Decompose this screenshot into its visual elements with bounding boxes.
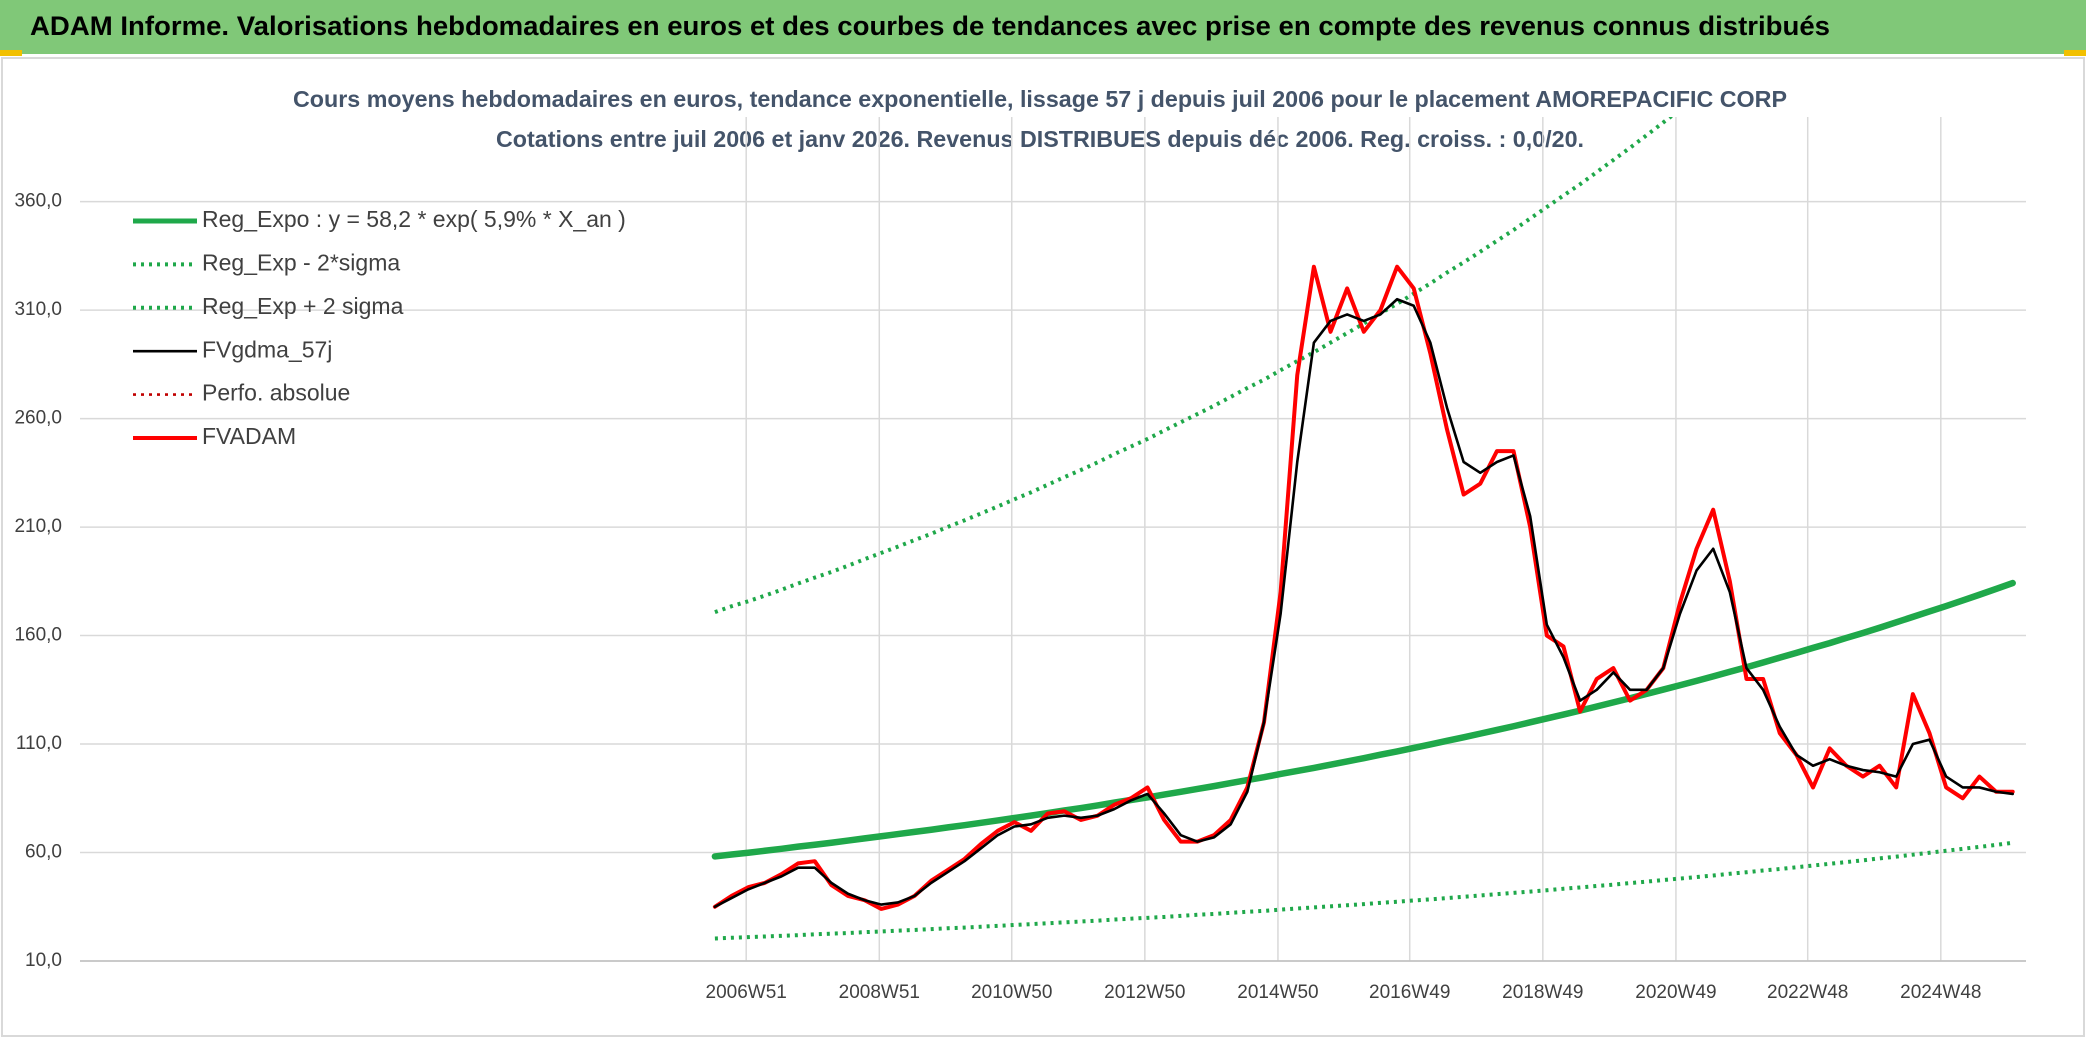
- chart-title: Cours moyens hebdomadaires en euros, ten…: [293, 86, 1787, 112]
- corner-mark: [0, 50, 22, 56]
- x-tick-label: 2008W51: [839, 982, 920, 1003]
- legend-label: FVgdma_57j: [202, 336, 332, 362]
- y-tick-label: 310,0: [14, 299, 62, 320]
- y-tick-label: 110,0: [16, 733, 62, 754]
- y-tick-label: 360,0: [14, 191, 62, 212]
- plot-area: [711, 117, 2016, 941]
- x-tick-label: 2022W48: [1767, 982, 1848, 1003]
- series-line: [713, 297, 2014, 909]
- legend-label: Reg_Exp + 2 sigma: [202, 293, 404, 319]
- banner-title: ADAM Informe. Valorisations hebdomadaire…: [30, 11, 1830, 41]
- x-tick-label: 2012W50: [1104, 982, 1185, 1003]
- chart-subtitle: Cotations entre juil 2006 et janv 2026. …: [496, 126, 1584, 152]
- x-tick-label: 2010W50: [971, 982, 1052, 1003]
- legend-label: FVADAM: [202, 423, 296, 449]
- x-tick-label: 2024W48: [1900, 982, 1981, 1003]
- x-tick-label: 2018W49: [1502, 982, 1583, 1003]
- banner: [0, 0, 2086, 54]
- legend-label: Perfo. absolue: [202, 380, 350, 406]
- y-tick-label: 260,0: [14, 408, 62, 429]
- x-tick-label: 2006W51: [706, 982, 787, 1003]
- y-tick-label: 210,0: [14, 516, 62, 537]
- y-tick-label: 60,0: [25, 842, 62, 863]
- series-line: [711, 579, 2016, 860]
- legend-label: Reg_Exp - 2*sigma: [202, 249, 400, 275]
- x-tick-label: 2020W49: [1635, 982, 1716, 1003]
- legend-label: Reg_Expo : y = 58,2 * exp( 5,9% * X_an ): [202, 206, 626, 232]
- chart-border: [1, 57, 2085, 1037]
- x-tick-label: 2016W49: [1369, 982, 1450, 1003]
- x-tick-label: 2014W50: [1237, 982, 1318, 1003]
- corner-mark: [2064, 50, 2086, 56]
- y-tick-label: 10,0: [25, 950, 62, 971]
- y-tick-label: 160,0: [14, 625, 62, 646]
- series-line: [714, 840, 2013, 941]
